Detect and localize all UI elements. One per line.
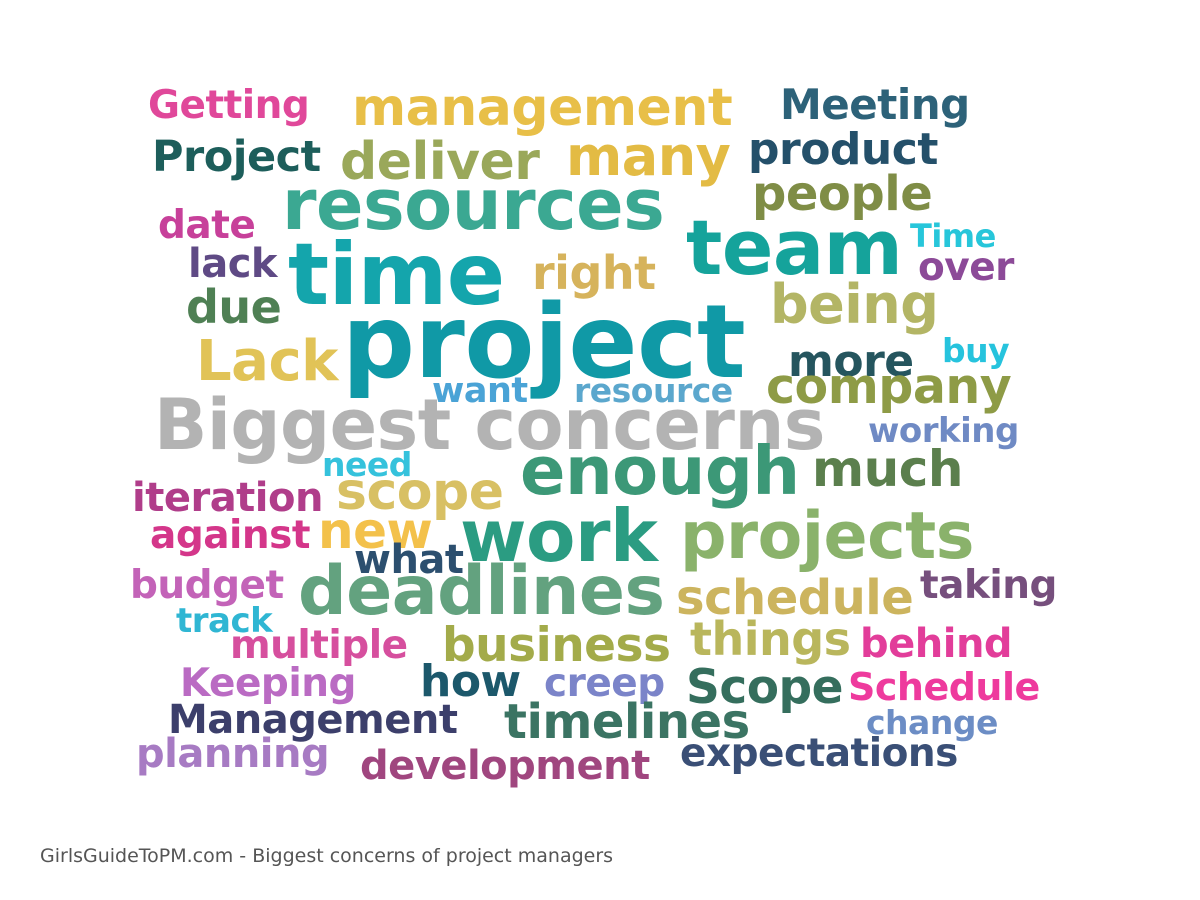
word-planning: planning — [136, 731, 330, 777]
word-scope: scope — [336, 462, 504, 522]
word-business: business — [442, 618, 671, 673]
word-want: want — [432, 371, 528, 411]
word-product: product — [748, 124, 938, 175]
word-change: change — [866, 703, 998, 742]
word-due: due — [186, 280, 282, 334]
word-behind: behind — [860, 621, 1013, 667]
word-many: many — [566, 125, 731, 188]
word-team: team — [686, 203, 903, 292]
word-against: against — [150, 513, 311, 558]
word-time: Time — [910, 217, 996, 255]
word-how: how — [420, 656, 521, 707]
word-schedule: schedule — [676, 570, 914, 626]
word-budget: budget — [130, 563, 284, 608]
word-iteration: iteration — [132, 475, 323, 521]
word-expectations: expectations — [680, 731, 958, 776]
word-scope: Scope — [686, 660, 844, 715]
word-taking: taking — [920, 563, 1057, 608]
word-people: people — [752, 166, 933, 222]
word-work: work — [460, 494, 658, 578]
word-timelines: timelines — [504, 694, 750, 750]
word-resource: resource — [574, 371, 733, 410]
word-date: date — [158, 203, 256, 248]
word-biggest-concerns: Biggest concerns — [154, 384, 825, 466]
word-lack: lack — [188, 241, 278, 287]
word-resources: resources — [282, 164, 665, 246]
word-new: new — [318, 502, 433, 560]
word-management: Management — [168, 697, 458, 743]
caption: GirlsGuideToPM.com - Biggest concerns of… — [40, 845, 614, 867]
word-schedule: Schedule — [848, 665, 1040, 709]
word-development: development — [360, 743, 650, 789]
word-working: working — [868, 411, 1019, 451]
word-right: right — [532, 246, 656, 300]
word-management: management — [352, 78, 733, 138]
word-enough: enough — [520, 432, 800, 510]
word-company: company — [766, 358, 1012, 415]
word-deliver: deliver — [340, 132, 540, 192]
word-getting: Getting — [148, 83, 310, 128]
word-lack: Lack — [196, 329, 338, 394]
word-being: being — [770, 273, 939, 336]
word-keeping: Keeping — [180, 661, 356, 706]
word-more: more — [788, 336, 914, 387]
word-project: Project — [152, 132, 321, 182]
word-meeting: Meeting — [780, 80, 970, 129]
word-time: time — [288, 225, 505, 325]
word-creep: creep — [544, 661, 665, 706]
word-need: need — [322, 445, 412, 484]
word-projects: projects — [680, 499, 974, 574]
word-project: project — [342, 283, 746, 402]
word-track: track — [176, 601, 273, 641]
word-over: over — [918, 245, 1014, 290]
word-things: things — [690, 612, 851, 666]
word-deadlines: deadlines — [298, 552, 665, 631]
word-multiple: multiple — [230, 623, 408, 668]
word-buy: buy — [942, 331, 1010, 370]
word-much: much — [812, 440, 963, 498]
word-what: what — [354, 537, 464, 583]
